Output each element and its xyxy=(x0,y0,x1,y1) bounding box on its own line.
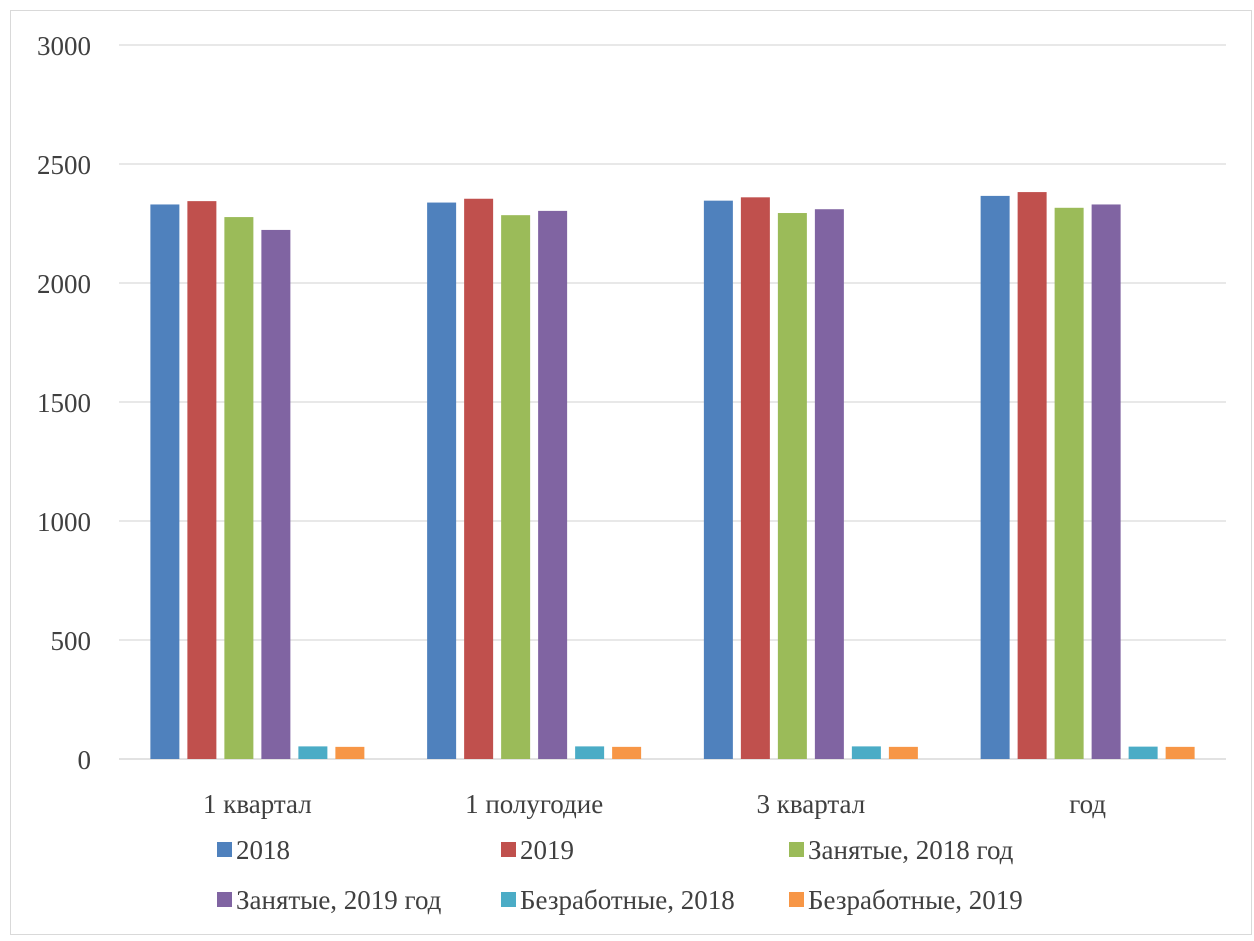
y-tick-label: 2000 xyxy=(37,269,91,299)
legend-swatch xyxy=(789,842,804,857)
x-axis-tick-labels: 1 квартал 1 полугодие 3 квартал год xyxy=(203,789,1106,819)
bar xyxy=(740,197,770,759)
y-tick-label: 1500 xyxy=(37,388,91,418)
y-tick-label: 500 xyxy=(51,626,92,656)
bar xyxy=(261,229,291,759)
y-tick-label: 0 xyxy=(78,745,92,775)
legend-item: Безработные, 2019 xyxy=(789,885,1023,915)
y-tick-label: 1000 xyxy=(37,507,91,537)
x-tick-label: 1 квартал xyxy=(203,789,312,819)
bar xyxy=(1128,746,1158,759)
legend-swatch xyxy=(501,892,516,907)
y-tick-label: 2500 xyxy=(37,150,91,180)
bar xyxy=(1165,746,1195,759)
bar xyxy=(1091,204,1121,759)
gridlines xyxy=(119,44,1226,760)
chart-frame: 0 500 1000 1500 2000 2500 3000 1 квартал 1 полу… xyxy=(10,10,1252,935)
legend-swatch xyxy=(501,842,516,857)
bar xyxy=(335,746,365,759)
bar xyxy=(224,217,254,760)
bar xyxy=(612,746,642,759)
legend-label: Безработные, 2019 xyxy=(808,885,1023,915)
legend: 2018 2019 Занятые, 2018 год Занятые, 2019 г… xyxy=(217,835,1023,915)
x-tick-label: 1 полугодие xyxy=(465,789,603,819)
legend-item: Занятые, 2018 год xyxy=(789,835,1014,865)
legend-label: Безработные, 2018 xyxy=(520,885,735,915)
legend-swatch xyxy=(217,842,232,857)
bar xyxy=(575,746,605,759)
bar xyxy=(1017,192,1047,760)
bar xyxy=(298,746,328,759)
bar xyxy=(501,215,531,760)
bar xyxy=(464,198,494,760)
bar xyxy=(187,201,217,760)
bar xyxy=(703,200,733,760)
bar xyxy=(851,746,881,759)
bar-chart: 0 500 1000 1500 2000 2500 3000 1 квартал 1 полу… xyxy=(37,31,1226,915)
legend-swatch xyxy=(217,892,232,907)
legend-item: Занятые, 2019 год xyxy=(217,885,442,915)
legend-label: 2019 xyxy=(520,835,574,865)
legend-item: Безработные, 2018 xyxy=(501,885,735,915)
legend-swatch xyxy=(789,892,804,907)
bar xyxy=(980,195,1010,760)
bar xyxy=(814,209,844,760)
x-tick-label: год xyxy=(1069,789,1106,819)
x-tick-label: 3 квартал xyxy=(757,789,866,819)
bar xyxy=(888,746,918,759)
legend-label: Занятые, 2019 год xyxy=(236,885,442,915)
bar xyxy=(777,213,807,759)
y-axis-tick-labels: 0 500 1000 1500 2000 2500 3000 xyxy=(37,31,91,775)
legend-label: 2018 xyxy=(236,835,290,865)
bars xyxy=(150,192,1195,760)
y-tick-label: 3000 xyxy=(37,31,91,61)
bar xyxy=(1054,207,1084,760)
bar xyxy=(538,210,568,760)
legend-item: 2019 xyxy=(501,835,574,865)
bar xyxy=(427,202,457,759)
legend-item: 2018 xyxy=(217,835,290,865)
bar xyxy=(150,204,180,759)
legend-label: Занятые, 2018 год xyxy=(808,835,1014,865)
